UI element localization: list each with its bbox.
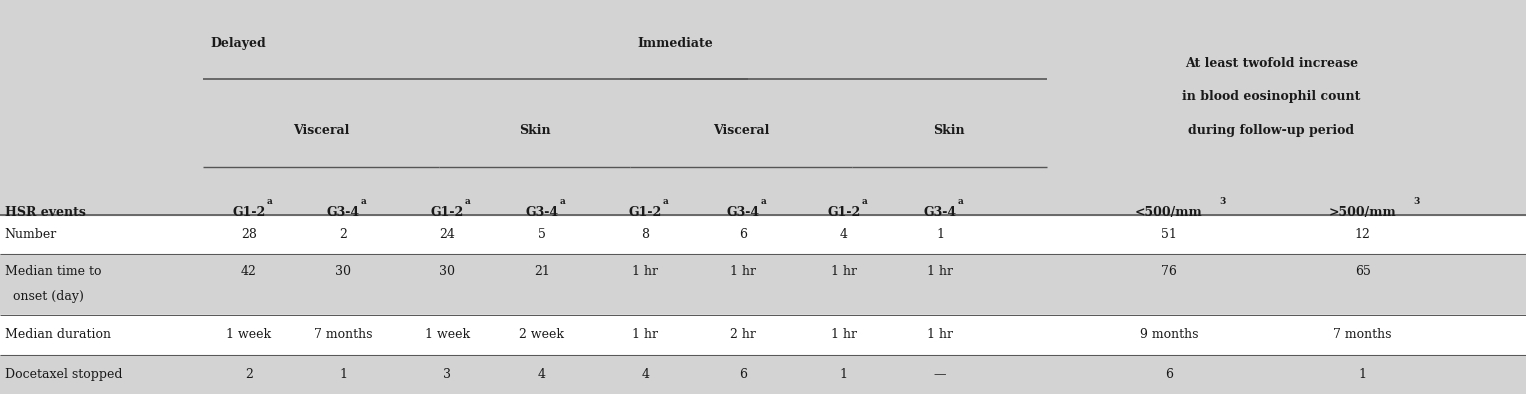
Text: 1 hr: 1 hr [830, 266, 858, 279]
Text: —: — [934, 368, 946, 381]
Text: 1 hr: 1 hr [926, 329, 954, 342]
Text: G3-4: G3-4 [726, 206, 760, 219]
Text: 76: 76 [1161, 266, 1177, 279]
Text: a: a [760, 197, 766, 206]
Text: 7 months: 7 months [1334, 329, 1392, 342]
Text: 9 months: 9 months [1140, 329, 1198, 342]
Text: Visceral: Visceral [713, 124, 769, 136]
Text: a: a [958, 197, 963, 206]
Bar [0, 315, 1526, 355]
Text: At least twofold increase: At least twofold increase [1184, 57, 1358, 69]
Text: 1: 1 [1358, 368, 1367, 381]
Text: Delayed: Delayed [211, 37, 267, 50]
Text: 42: 42 [241, 266, 256, 279]
Text: 28: 28 [241, 228, 256, 241]
Text: G1-2: G1-2 [232, 206, 266, 219]
Text: 8: 8 [641, 228, 650, 241]
Text: G1-2: G1-2 [629, 206, 662, 219]
Text: a: a [861, 197, 867, 206]
Text: 1 hr: 1 hr [830, 329, 858, 342]
Bar [0, 0, 1526, 215]
Text: Median time to: Median time to [5, 266, 101, 279]
Text: 1 hr: 1 hr [632, 329, 659, 342]
Text: G3-4: G3-4 [923, 206, 957, 219]
Text: 7 months: 7 months [314, 329, 372, 342]
Text: 30: 30 [439, 266, 455, 279]
Text: 6: 6 [739, 368, 748, 381]
Text: Skin: Skin [934, 124, 964, 136]
Bar [0, 254, 1526, 315]
Text: 4: 4 [839, 228, 848, 241]
Text: Immediate: Immediate [638, 37, 714, 50]
Bar [0, 355, 1526, 394]
Text: 3: 3 [443, 368, 452, 381]
Text: Docetaxel stopped: Docetaxel stopped [5, 368, 122, 381]
Text: a: a [662, 197, 668, 206]
Text: 6: 6 [739, 228, 748, 241]
Text: Skin: Skin [519, 124, 551, 136]
Text: a: a [464, 197, 470, 206]
Text: 24: 24 [439, 228, 455, 241]
Text: G3-4: G3-4 [327, 206, 360, 219]
Text: Visceral: Visceral [293, 124, 349, 136]
Text: 1 hr: 1 hr [926, 266, 954, 279]
Text: a: a [559, 197, 565, 206]
Text: during follow-up period: during follow-up period [1189, 125, 1354, 137]
Text: 2 week: 2 week [519, 329, 565, 342]
Text: 30: 30 [336, 266, 351, 279]
Text: 65: 65 [1355, 266, 1370, 279]
Text: HSR events: HSR events [5, 206, 85, 219]
Text: 12: 12 [1355, 228, 1370, 241]
Text: in blood eosinophil count: in blood eosinophil count [1183, 90, 1360, 103]
Text: 51: 51 [1161, 228, 1177, 241]
Text: 3: 3 [1219, 197, 1225, 206]
Text: 2: 2 [339, 228, 348, 241]
Bar [0, 215, 1526, 254]
Text: G1-2: G1-2 [430, 206, 464, 219]
Text: 1 week: 1 week [226, 329, 272, 342]
Text: 21: 21 [534, 266, 549, 279]
Text: 1 week: 1 week [424, 329, 470, 342]
Text: 1 hr: 1 hr [729, 266, 757, 279]
Text: 4: 4 [537, 368, 546, 381]
Text: Number: Number [5, 228, 56, 241]
Text: >500/mm: >500/mm [1329, 206, 1396, 219]
Text: 3: 3 [1413, 197, 1419, 206]
Text: a: a [362, 197, 366, 206]
Text: 1: 1 [839, 368, 848, 381]
Text: 6: 6 [1164, 368, 1173, 381]
Text: 1: 1 [935, 228, 945, 241]
Text: 5: 5 [537, 228, 546, 241]
Text: 2: 2 [244, 368, 253, 381]
Text: onset (day): onset (day) [5, 290, 84, 303]
Text: G1-2: G1-2 [827, 206, 861, 219]
Text: <500/mm: <500/mm [1135, 206, 1202, 219]
Text: 4: 4 [641, 368, 650, 381]
Text: 2 hr: 2 hr [731, 329, 755, 342]
Text: 1: 1 [339, 368, 348, 381]
Text: a: a [267, 197, 272, 206]
Text: 1 hr: 1 hr [632, 266, 659, 279]
Text: Median duration: Median duration [5, 329, 110, 342]
Text: G3-4: G3-4 [525, 206, 559, 219]
